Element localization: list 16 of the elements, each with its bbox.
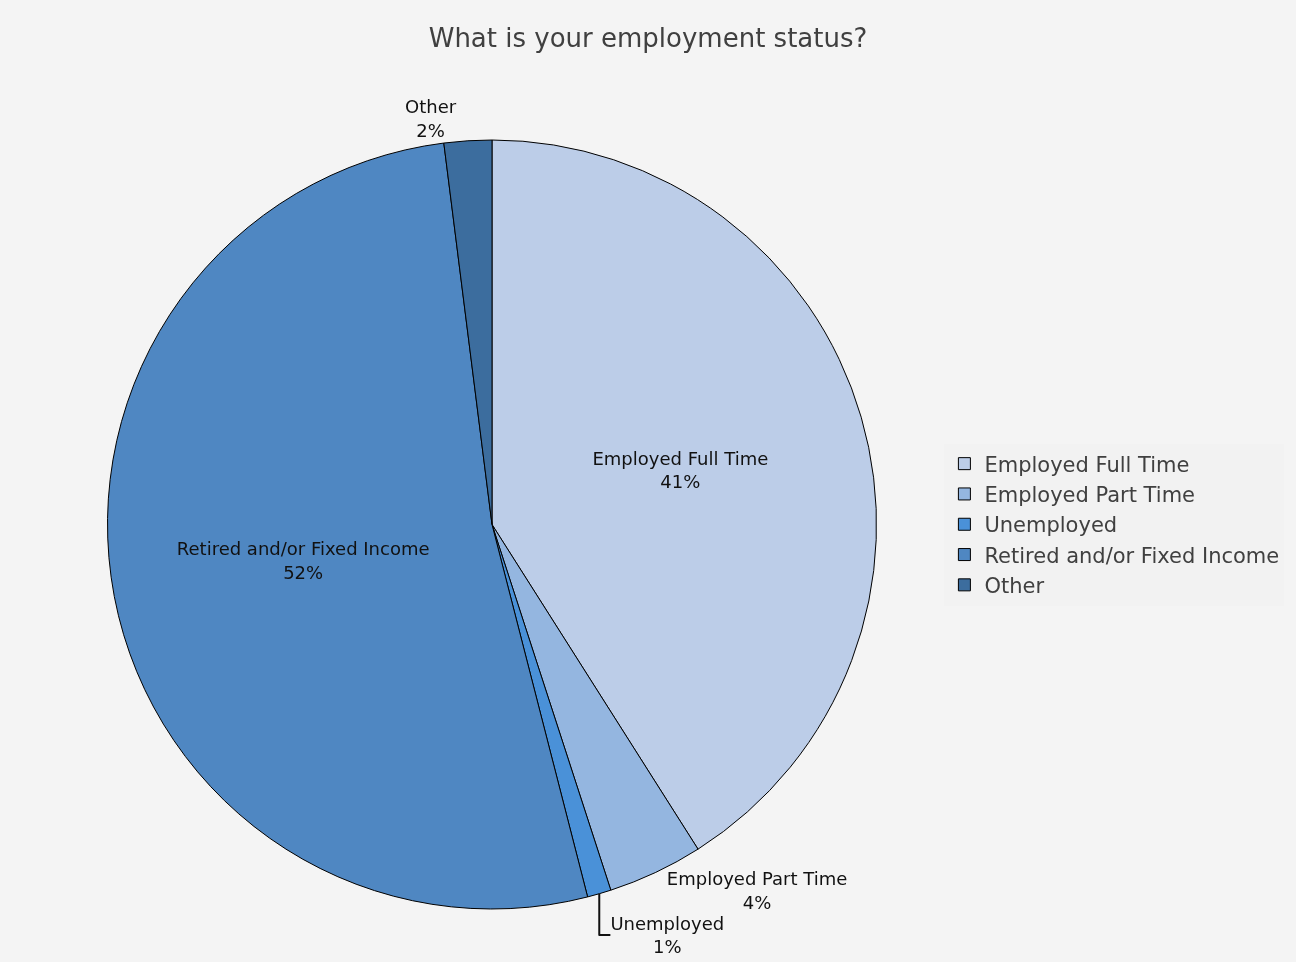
legend-label: Employed Full Time — [984, 452, 1190, 477]
data-label: 1% — [652, 936, 682, 958]
legend-label: Unemployed — [984, 513, 1118, 538]
slice-label: Employed Part Time — [666, 868, 848, 890]
data-label: 52% — [283, 561, 324, 583]
slice-label: Other — [405, 96, 457, 118]
data-label: 41% — [660, 470, 701, 492]
legend-label: Retired and/or Fixed Income — [984, 543, 1280, 568]
data-label: 2% — [416, 119, 445, 141]
data-label: 4% — [742, 891, 772, 913]
chart-title: What is your employment status? — [428, 23, 868, 54]
slice-label: Retired and/or Fixed Income — [176, 538, 430, 560]
slice-label: Employed Full Time — [592, 447, 769, 469]
slice-label: Unemployed — [610, 912, 725, 934]
legend-label: Employed Part Time — [984, 483, 1196, 508]
legend-label: Other — [984, 574, 1045, 599]
